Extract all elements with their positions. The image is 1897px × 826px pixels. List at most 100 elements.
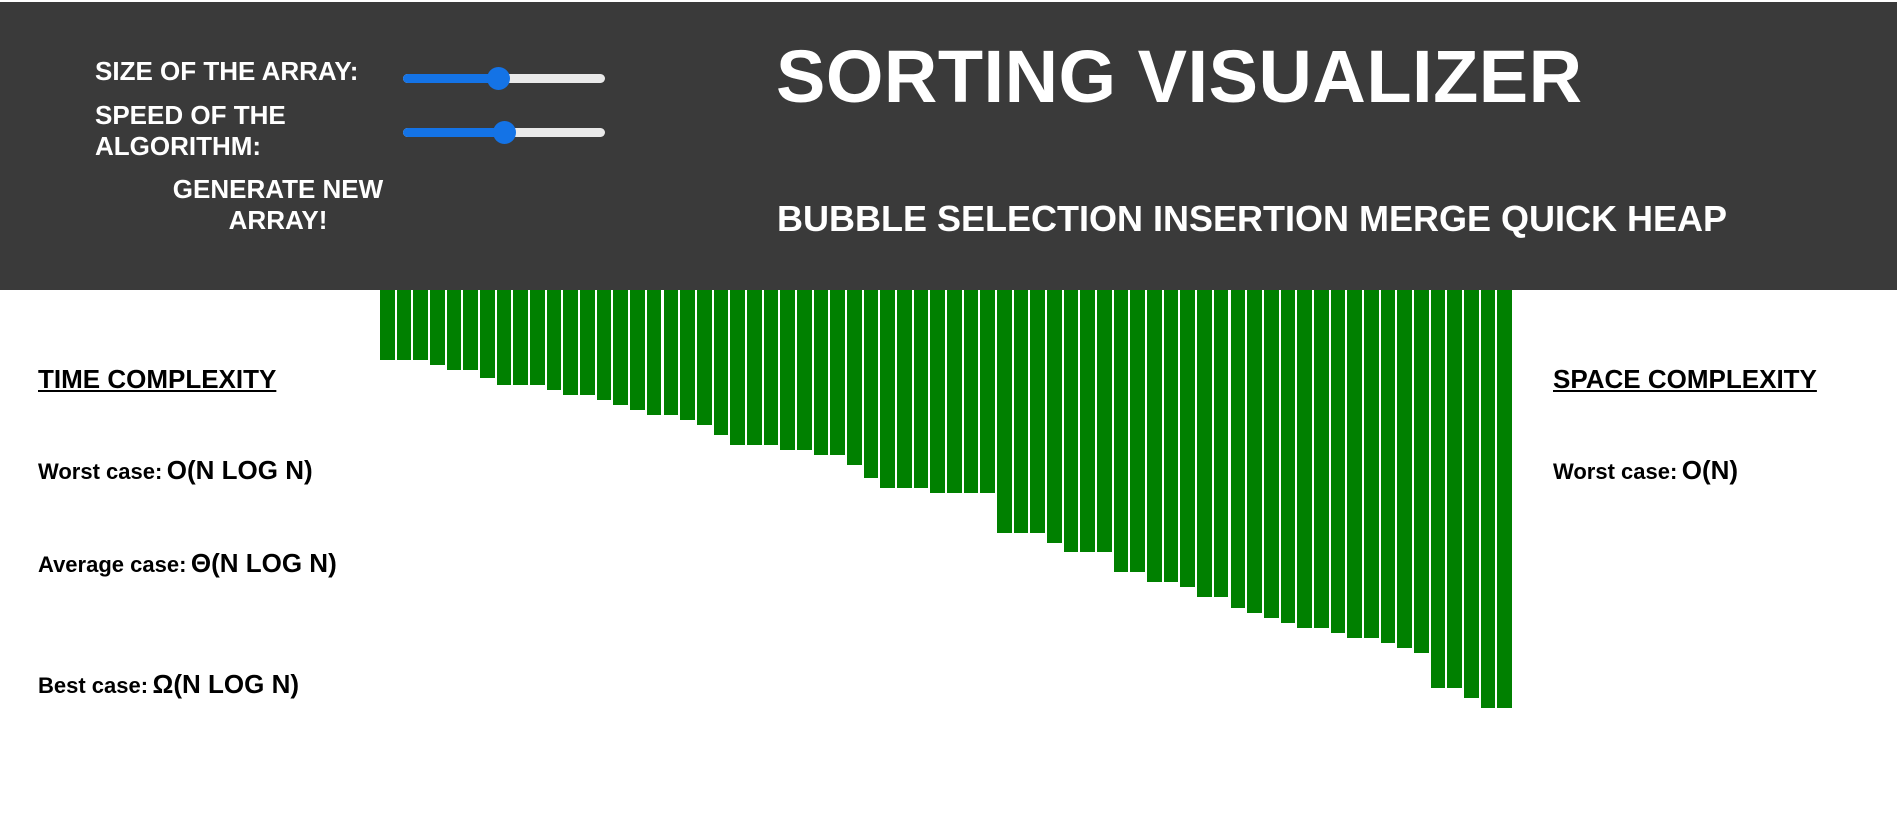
slider-fill bbox=[403, 74, 498, 83]
algo-bubble-button[interactable]: BUBBLE bbox=[777, 198, 927, 239]
array-bar bbox=[596, 290, 612, 400]
array-bar bbox=[1147, 290, 1162, 582]
array-bar bbox=[713, 290, 729, 435]
algo-merge-button[interactable]: MERGE bbox=[1359, 198, 1492, 239]
array-bar bbox=[1080, 290, 1096, 552]
array-bar bbox=[380, 290, 395, 360]
array-bar bbox=[947, 290, 962, 493]
array-bar bbox=[830, 290, 845, 455]
generate-new-array-button[interactable]: GENERATE NEW ARRAY! bbox=[158, 174, 398, 236]
array-bar bbox=[430, 290, 445, 365]
array-bar bbox=[880, 290, 895, 488]
array-bar bbox=[1047, 290, 1062, 543]
slider-thumb[interactable] bbox=[486, 67, 510, 90]
page-title: SORTING VISUALIZER bbox=[776, 35, 1583, 118]
array-bar bbox=[396, 290, 412, 360]
array-bar bbox=[613, 290, 629, 405]
algorithm-menu: BUBBLE SELECTION INSERTION MERGE QUICK HEAP bbox=[777, 198, 1727, 240]
array-bar bbox=[1280, 290, 1296, 623]
space-worst-case-label: Worst case: bbox=[1553, 459, 1678, 484]
time-average-case: Average case: Θ(N LOG N) bbox=[38, 548, 338, 583]
array-bar bbox=[1230, 290, 1246, 608]
array-bar bbox=[780, 290, 795, 450]
space-complexity-heading: SPACE COMPLEXITY bbox=[1553, 364, 1817, 394]
array-bar bbox=[463, 290, 479, 370]
time-worst-case: Worst case: O(N LOG N) bbox=[38, 455, 313, 486]
slider-thumb[interactable] bbox=[493, 121, 516, 144]
array-bar bbox=[963, 290, 979, 493]
array-bar bbox=[480, 290, 495, 378]
array-bar bbox=[730, 290, 745, 445]
array-bar bbox=[1447, 290, 1462, 688]
array-bar bbox=[763, 290, 779, 445]
array-bar bbox=[1430, 290, 1446, 688]
array-bar bbox=[413, 290, 429, 360]
algo-heap-button[interactable]: HEAP bbox=[1627, 198, 1728, 239]
array-bar bbox=[1480, 290, 1496, 708]
time-complexity-heading: TIME COMPLEXITY bbox=[38, 364, 277, 394]
array-bar bbox=[1397, 290, 1412, 648]
header-bar: SIZE OF THE ARRAY: SPEED OF THE ALGORITH… bbox=[0, 2, 1897, 290]
array-bar bbox=[1247, 290, 1262, 613]
speed-label: SPEED OF THE ALGORITHM: bbox=[95, 100, 286, 161]
array-bar bbox=[1363, 290, 1379, 638]
array-bar bbox=[546, 290, 562, 390]
array-bar bbox=[663, 290, 679, 415]
array-bar bbox=[1297, 290, 1312, 628]
array-bar bbox=[813, 290, 829, 455]
array-bar bbox=[1180, 290, 1196, 587]
array-bar bbox=[1380, 290, 1396, 643]
speed-slider[interactable] bbox=[403, 118, 605, 146]
array-bar bbox=[1313, 290, 1329, 628]
average-case-value: Θ(N LOG N) bbox=[190, 548, 337, 578]
array-bar bbox=[1497, 290, 1512, 708]
array-size-label: SIZE OF THE ARRAY: bbox=[95, 56, 359, 86]
worst-case-value: O(N LOG N) bbox=[166, 455, 313, 485]
best-case-label: Best case: bbox=[38, 673, 149, 698]
algo-selection-button[interactable]: SELECTION bbox=[937, 198, 1144, 239]
array-bar bbox=[530, 290, 545, 385]
array-bar bbox=[680, 290, 695, 420]
array-bar bbox=[746, 290, 762, 445]
array-bar bbox=[1163, 290, 1179, 582]
algo-quick-button[interactable]: QUICK bbox=[1501, 198, 1618, 239]
array-bar bbox=[630, 290, 645, 410]
slider-fill bbox=[403, 128, 504, 137]
array-bar bbox=[446, 290, 462, 370]
array-bar bbox=[896, 290, 912, 488]
array-bar bbox=[913, 290, 929, 488]
array-size-slider[interactable] bbox=[403, 64, 605, 92]
array-bar bbox=[863, 290, 879, 478]
space-worst-case-value: O(N) bbox=[1681, 455, 1739, 485]
array-bar bbox=[1347, 290, 1362, 638]
average-case-label: Average case: bbox=[38, 552, 187, 577]
array-bar bbox=[980, 290, 996, 493]
array-bar bbox=[1063, 290, 1079, 552]
array-bar bbox=[1030, 290, 1046, 533]
array-bar bbox=[1097, 290, 1112, 552]
array-bar bbox=[646, 290, 662, 415]
array-bar bbox=[1197, 290, 1212, 597]
array-bar bbox=[846, 290, 862, 465]
array-bar bbox=[1130, 290, 1146, 572]
array-bar bbox=[1113, 290, 1129, 572]
array-bar bbox=[513, 290, 529, 385]
array-bar bbox=[1013, 290, 1029, 533]
array-bar bbox=[1263, 290, 1279, 618]
array-bars bbox=[380, 290, 1514, 720]
algo-insertion-button[interactable]: INSERTION bbox=[1153, 198, 1350, 239]
space-worst-case: Worst case: O(N) bbox=[1553, 455, 1738, 486]
array-bar bbox=[1330, 290, 1346, 633]
array-bar bbox=[796, 290, 812, 450]
worst-case-label: Worst case: bbox=[38, 459, 163, 484]
array-bar bbox=[1463, 290, 1479, 698]
array-bar bbox=[696, 290, 712, 425]
time-best-case: Best case: Ω(N LOG N) bbox=[38, 669, 299, 700]
array-bar bbox=[1213, 290, 1229, 597]
array-bar bbox=[997, 290, 1012, 533]
array-bar bbox=[1413, 290, 1429, 653]
best-case-value: Ω(N LOG N) bbox=[152, 669, 300, 699]
array-bar bbox=[580, 290, 595, 395]
array-bar bbox=[930, 290, 945, 493]
array-bar bbox=[563, 290, 579, 395]
